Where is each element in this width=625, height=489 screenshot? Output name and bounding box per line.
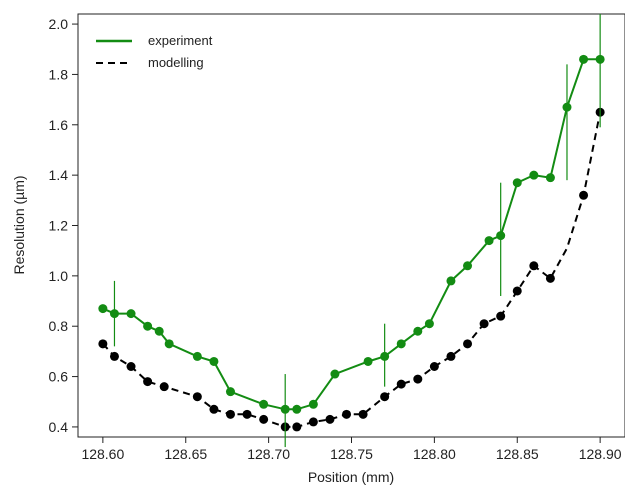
legend-label-experiment: experiment <box>148 33 213 48</box>
data-point-experiment <box>259 400 268 409</box>
data-point-modelling <box>243 410 252 419</box>
data-point-experiment <box>98 304 107 313</box>
y-tick-label: 0.4 <box>49 419 69 435</box>
data-point-experiment <box>165 339 174 348</box>
data-point-experiment <box>463 261 472 270</box>
x-tick-label: 128.65 <box>164 446 207 462</box>
x-tick-label: 128.85 <box>496 446 539 462</box>
data-point-modelling <box>480 319 489 328</box>
data-point-modelling <box>193 392 202 401</box>
data-point-experiment <box>562 103 571 112</box>
data-point-modelling <box>430 362 439 371</box>
data-point-experiment <box>380 352 389 361</box>
data-point-modelling <box>463 339 472 348</box>
data-point-modelling <box>413 375 422 384</box>
data-point-modelling <box>259 415 268 424</box>
y-tick-label: 0.8 <box>49 318 69 334</box>
data-point-modelling <box>446 352 455 361</box>
data-point-experiment <box>143 322 152 331</box>
data-point-modelling <box>98 339 107 348</box>
data-point-modelling <box>292 422 301 431</box>
data-point-experiment <box>155 327 164 336</box>
data-point-experiment <box>193 352 202 361</box>
data-point-experiment <box>397 339 406 348</box>
data-point-experiment <box>364 357 373 366</box>
data-point-experiment <box>292 405 301 414</box>
data-point-experiment <box>425 319 434 328</box>
y-axis-ticks: 0.4 0.6 0.8 1.0 1.2 1.4 1.6 1.8 2.0 <box>49 16 78 435</box>
data-point-experiment <box>546 173 555 182</box>
y-tick-label: 1.4 <box>49 167 69 183</box>
series-layer <box>98 14 604 447</box>
data-point-experiment <box>485 236 494 245</box>
data-point-modelling <box>359 410 368 419</box>
y-tick-label: 1.2 <box>49 218 69 234</box>
y-tick-label: 1.0 <box>49 268 69 284</box>
data-point-experiment <box>596 55 605 64</box>
data-point-modelling <box>529 261 538 270</box>
y-axis-label: Resolution (µm) <box>11 175 27 274</box>
data-point-modelling <box>579 191 588 200</box>
x-tick-label: 128.70 <box>247 446 290 462</box>
data-point-modelling <box>309 417 318 426</box>
data-point-experiment <box>579 55 588 64</box>
data-point-experiment <box>330 370 339 379</box>
data-point-modelling <box>496 312 505 321</box>
data-point-experiment <box>110 309 119 318</box>
legend-label-modelling: modelling <box>148 55 204 70</box>
series-line-modelling <box>103 112 600 427</box>
data-point-modelling <box>110 352 119 361</box>
data-point-modelling <box>546 274 555 283</box>
data-point-modelling <box>127 362 136 371</box>
data-point-modelling <box>342 410 351 419</box>
data-point-modelling <box>325 415 334 424</box>
data-point-modelling <box>513 286 522 295</box>
plot-frame <box>78 14 625 437</box>
data-point-experiment <box>281 405 290 414</box>
x-axis-label: Position (mm) <box>308 469 394 485</box>
x-tick-label: 128.60 <box>81 446 124 462</box>
data-point-experiment <box>226 387 235 396</box>
data-point-experiment <box>529 171 538 180</box>
data-point-modelling <box>160 382 169 391</box>
legend: experiment modelling <box>96 33 213 70</box>
data-point-modelling <box>397 380 406 389</box>
data-point-experiment <box>127 309 136 318</box>
data-point-experiment <box>496 231 505 240</box>
data-point-experiment <box>413 327 422 336</box>
x-tick-label: 128.80 <box>413 446 456 462</box>
series-line-experiment <box>103 59 600 409</box>
x-tick-label: 128.90 <box>579 446 622 462</box>
y-tick-label: 0.6 <box>49 369 69 385</box>
plot-area: 128.60 128.65 128.70 128.75 128.80 128.85 128.… <box>49 14 625 462</box>
data-point-modelling <box>143 377 152 386</box>
y-tick-label: 1.6 <box>49 117 69 133</box>
data-point-experiment <box>513 178 522 187</box>
data-point-modelling <box>380 392 389 401</box>
data-point-experiment <box>446 276 455 285</box>
data-point-modelling <box>209 405 218 414</box>
x-tick-label: 128.75 <box>330 446 373 462</box>
data-point-experiment <box>309 400 318 409</box>
data-point-experiment <box>209 357 218 366</box>
x-axis-ticks: 128.60 128.65 128.70 128.75 128.80 128.85 128.… <box>81 437 621 462</box>
y-tick-label: 2.0 <box>49 16 69 32</box>
y-tick-label: 1.8 <box>49 66 69 82</box>
data-point-modelling <box>226 410 235 419</box>
